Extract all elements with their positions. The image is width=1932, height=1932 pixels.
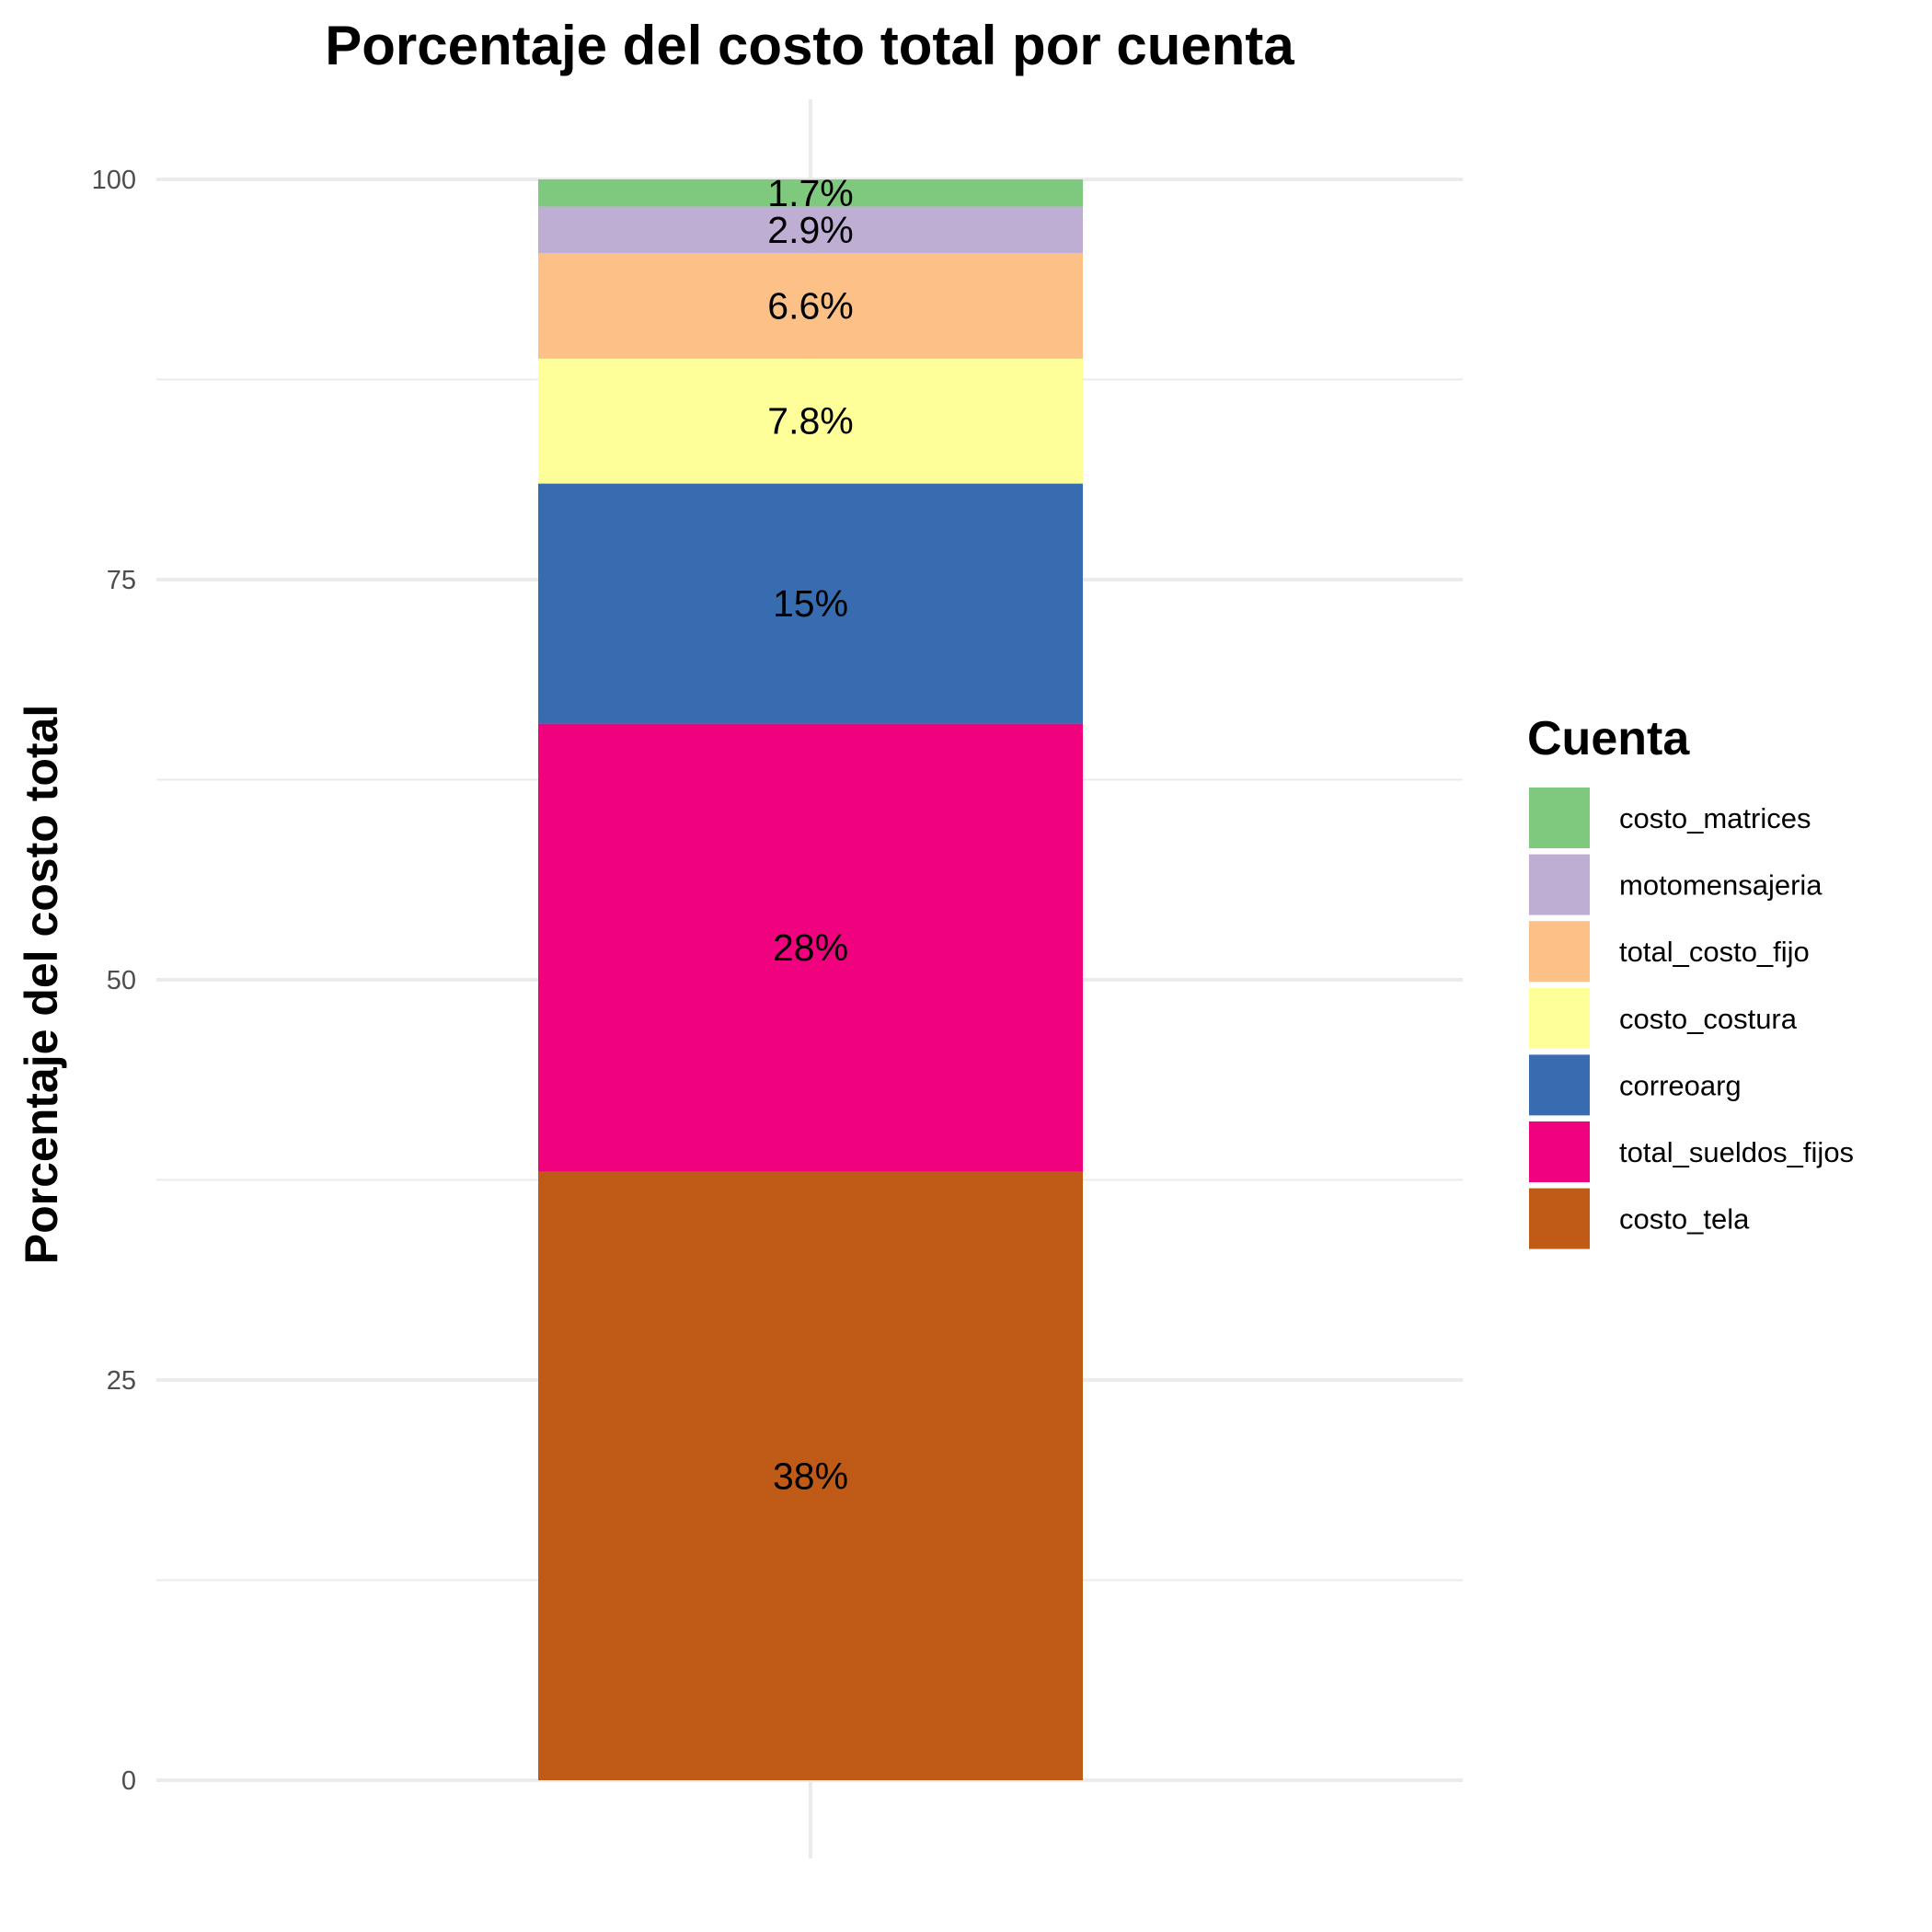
legend-label-total_costo_fijo: total_costo_fijo (1619, 936, 1810, 968)
data-label-costo_matrices: 1.7% (767, 172, 853, 214)
data-label-total_costo_fijo: 6.6% (767, 284, 853, 327)
legend: Cuenta costo_matrices motomensajeria total… (1527, 712, 1854, 1249)
bar-segment-correoarg (538, 483, 1083, 724)
data-label-costo_tela: 38% (773, 1455, 848, 1497)
legend-label-motomensajeria: motomensajeria (1619, 869, 1823, 902)
legend-key-costo_costura (1529, 987, 1590, 1049)
legend-label-costo_tela: costo_tela (1619, 1203, 1750, 1236)
bar-segment-total_costo_fijo (538, 253, 1083, 359)
bar-segment-motomensajeria (538, 206, 1083, 254)
y-tick-label: 0 (121, 1766, 136, 1796)
legend-label-total_sueldos_fijos: total_sueldos_fijos (1619, 1136, 1854, 1168)
legend-key-correoarg (1529, 1054, 1590, 1116)
data-label-costo_costura: 7.8% (767, 400, 853, 443)
bar-segments (538, 179, 1083, 1780)
segment-labels: 38% 28% 15% 7.8% 6.6% 2.9%1.7% (767, 172, 853, 1498)
legend-key-costo_matrices (1529, 788, 1590, 848)
bar-segment-costo_tela (538, 1171, 1083, 1780)
legend-label-costo_matrices: costo_matrices (1619, 802, 1811, 834)
bar-segment-costo_matrices (538, 179, 1083, 207)
data-label-correoarg: 15% (773, 582, 848, 625)
chart-title: Porcentaje del costo total por cuenta (325, 15, 1294, 76)
bar-segment-total_sueldos_fijos (538, 723, 1083, 1172)
legend-key-costo_tela (1529, 1188, 1590, 1249)
data-label-total_sueldos_fijos: 28% (773, 926, 848, 969)
y-tick-label: 50 (107, 966, 136, 995)
bar-segment-costo_costura (538, 358, 1083, 484)
data-label-motomensajeria: 2.9% (767, 209, 853, 251)
legend-key-motomensajeria (1529, 854, 1590, 915)
legend-label-correoarg: correoarg (1619, 1069, 1742, 1101)
legend-title: Cuenta (1527, 712, 1690, 765)
legend-key-total_sueldos_fijos (1529, 1121, 1590, 1182)
legend-label-costo_costura: costo_costura (1619, 1003, 1798, 1035)
y-tick-label: 25 (107, 1366, 136, 1396)
y-axis-label: Porcentaje del costo total (16, 705, 67, 1264)
y-axis-ticks: 0 25 50 75 100 (92, 166, 136, 1796)
y-tick-label: 100 (92, 166, 136, 195)
legend-key-total_costo_fijo (1529, 921, 1590, 983)
y-tick-label: 75 (107, 566, 136, 595)
